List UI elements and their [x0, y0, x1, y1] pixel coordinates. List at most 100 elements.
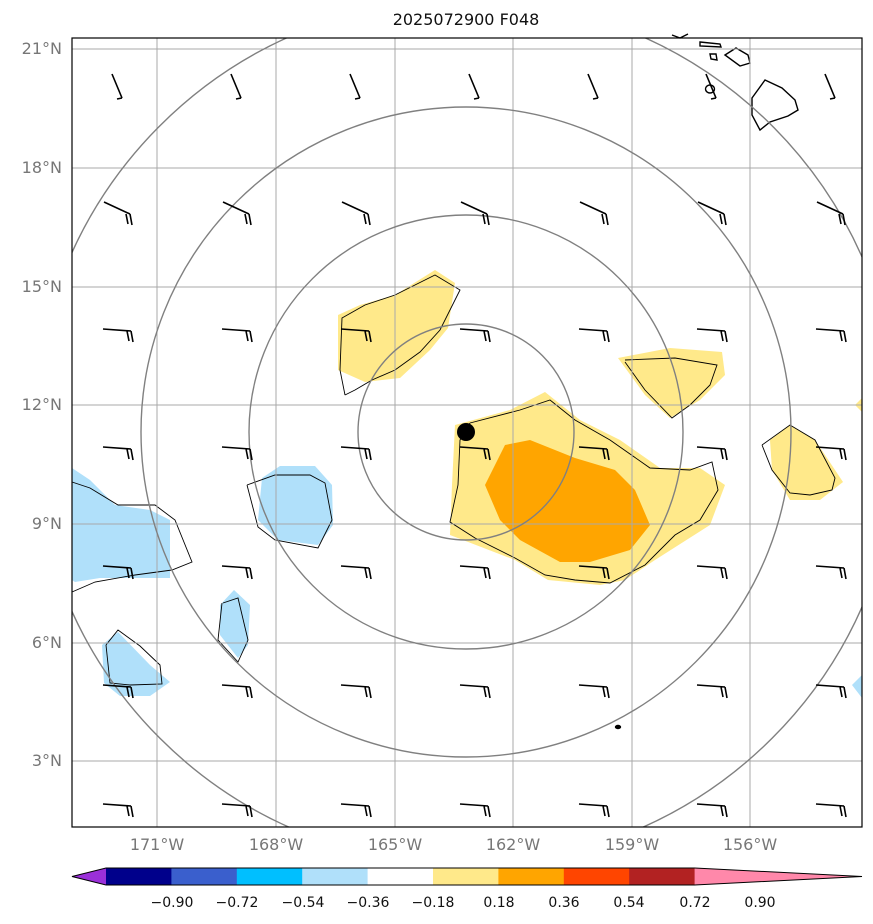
colorbar-tick: 0.72: [679, 895, 711, 911]
ring-2: [248, 214, 684, 650]
wind-barb: [578, 328, 610, 343]
wind-barb: [230, 73, 242, 100]
wind-barb: [102, 803, 134, 818]
blue-region-south2: [102, 632, 170, 696]
colorbar-tick: −0.18: [411, 895, 455, 911]
wind-barb: [221, 803, 253, 818]
wind-barb: [815, 684, 847, 699]
colorbar-tick: −0.54: [281, 895, 325, 911]
colorbar-tick: −0.90: [150, 895, 194, 911]
wind-barb: [578, 565, 610, 580]
wind-barb: [340, 446, 372, 461]
wind-barb: [696, 446, 728, 461]
colorbar-segment: [106, 868, 172, 885]
light-yellow-region-north: [338, 270, 455, 382]
wind-barb: [459, 803, 491, 818]
molokai-coast: [699, 41, 722, 48]
lat-label-21n: 21°N: [21, 39, 62, 58]
map-frame: [71, 37, 863, 828]
wind-barb: [221, 684, 253, 699]
wind-barb: [340, 803, 372, 818]
wind-barb: [102, 684, 134, 699]
lanai-coast: [709, 53, 718, 61]
wind-barb: [349, 73, 361, 100]
wind-barb: [578, 684, 610, 699]
colorbar-segment: [367, 868, 434, 885]
orange-region: [485, 440, 650, 562]
lat-label-12n: 12°N: [21, 395, 62, 414]
wind-barb: [459, 446, 491, 461]
negative-anomaly-shading: [72, 466, 862, 698]
lat-label-3n: 3°N: [31, 751, 62, 770]
colorbar-segment: [433, 868, 499, 885]
blue-region-central: [258, 466, 333, 545]
wind-barb: [815, 803, 847, 818]
colorbar-segment: [498, 868, 565, 885]
wind-barbs: [102, 73, 847, 818]
lat-label-15n: 15°N: [21, 277, 62, 296]
wind-barb: [340, 684, 372, 699]
ring-3: [140, 106, 792, 758]
colorbar-segment: [629, 868, 696, 885]
blue-sliver-edge: [852, 675, 862, 698]
wind-barb: [340, 328, 372, 343]
anomaly-contours: [71, 274, 836, 686]
wind-barb: [459, 684, 491, 699]
colorbar-tick: 0.18: [483, 895, 515, 911]
lon-label-156w: 156°W: [722, 835, 778, 854]
wind-barb: [102, 446, 134, 461]
lat-label-6n: 6°N: [31, 633, 62, 652]
lon-label-168w: 168°W: [248, 835, 304, 854]
wind-barb: [587, 73, 599, 100]
wind-barb: [222, 201, 252, 226]
storm-center-marker: [457, 423, 475, 441]
wind-barb: [468, 73, 480, 100]
wind-barb: [815, 565, 847, 580]
hawaii-big-island-coast: [751, 79, 799, 132]
wind-barb: [816, 201, 846, 226]
wind-barb: [111, 73, 123, 100]
colorbar-extend-high: [694, 868, 862, 885]
wind-barb: [340, 565, 372, 580]
strong-positive-anomaly-shading: [485, 440, 650, 562]
wind-barb: [696, 684, 728, 699]
lon-label-162w: 162°W: [485, 835, 541, 854]
ring-4: [72, 38, 862, 827]
small-atoll: [614, 724, 622, 730]
blue-region-south1: [220, 590, 250, 658]
colorbar-tick: 0.54: [613, 895, 645, 911]
wind-barb: [696, 328, 728, 343]
wind-barb: [815, 328, 847, 343]
blue-region-west: [72, 468, 170, 582]
wind-barb: [696, 803, 728, 818]
wind-barb: [221, 446, 253, 461]
colorbar-outline: [71, 867, 863, 886]
wind-barb: [460, 201, 490, 226]
wind-barb: [579, 201, 609, 226]
wind-barb: [705, 73, 717, 100]
distance-rings: [72, 38, 862, 827]
colorbar-segment: [302, 868, 369, 885]
colorbar-tick: −0.72: [215, 895, 259, 911]
wind-barb: [341, 201, 371, 226]
wind-barb: [103, 201, 133, 226]
maui-coast: [723, 47, 751, 67]
lat-label-18n: 18°N: [21, 158, 62, 177]
wind-barb: [221, 565, 253, 580]
wind-barb: [459, 328, 491, 343]
wind-barb: [102, 565, 134, 580]
colorbar-segment: [236, 868, 303, 885]
colorbar-tick: 0.90: [744, 895, 776, 911]
colorbar-tick: −0.36: [346, 895, 390, 911]
wind-barb: [221, 328, 253, 343]
wind-barb: [824, 73, 836, 100]
wind-barb: [696, 565, 728, 580]
wind-barb: [578, 803, 610, 818]
colorbar-tick: 0.36: [548, 895, 580, 911]
colorbar: [71, 867, 863, 886]
lat-lon-gridlines: [72, 38, 862, 827]
colorbar-segment: [171, 868, 238, 885]
light-yellow-region-far-east: [770, 425, 843, 500]
colorbar-segment: [563, 868, 630, 885]
